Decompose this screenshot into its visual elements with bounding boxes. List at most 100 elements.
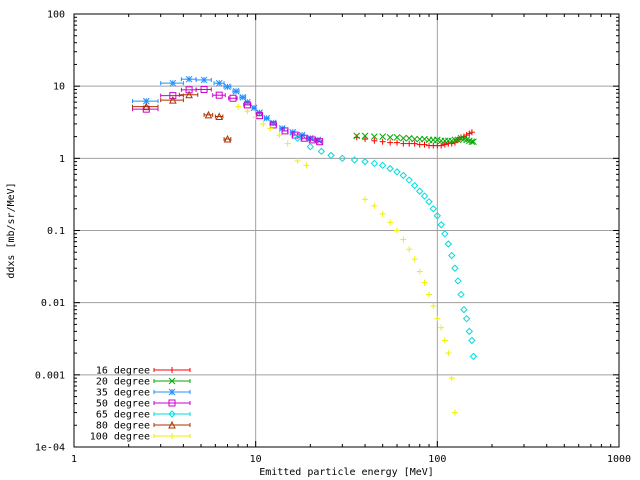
data-point bbox=[235, 103, 242, 110]
data-point bbox=[386, 134, 394, 141]
x-tick-label: 1000 bbox=[607, 454, 631, 465]
data-point bbox=[463, 132, 470, 139]
data-point bbox=[426, 291, 433, 298]
data-point bbox=[421, 141, 428, 148]
data-point bbox=[454, 277, 462, 285]
y-tick-label: 0.001 bbox=[35, 370, 65, 381]
legend-item: 65 degree bbox=[96, 410, 191, 421]
data-point bbox=[387, 219, 394, 226]
data-point bbox=[416, 187, 424, 195]
data-point bbox=[416, 135, 424, 143]
y-tick-label: 1 bbox=[59, 154, 65, 165]
data-point bbox=[269, 121, 277, 129]
data-point bbox=[387, 139, 394, 146]
data-point bbox=[411, 135, 418, 143]
legend-marker bbox=[169, 367, 175, 373]
data-point bbox=[263, 114, 271, 122]
data-point bbox=[411, 140, 418, 147]
data-point bbox=[204, 110, 213, 119]
data-point bbox=[215, 112, 224, 120]
data-point bbox=[444, 240, 453, 248]
data-point bbox=[460, 305, 468, 314]
data-point bbox=[370, 133, 378, 140]
legend-item: 20 degree bbox=[96, 377, 191, 388]
series-layer bbox=[132, 75, 478, 416]
data-point bbox=[441, 337, 448, 344]
data-point bbox=[448, 251, 456, 260]
data-point bbox=[378, 161, 387, 170]
data-point bbox=[169, 92, 177, 100]
grid bbox=[74, 14, 619, 447]
data-point bbox=[317, 147, 326, 156]
data-point bbox=[361, 132, 369, 140]
data-point bbox=[281, 127, 289, 135]
data-point bbox=[393, 134, 401, 141]
y-tick-label: 0.1 bbox=[47, 226, 65, 237]
x-tick-label: 100 bbox=[428, 454, 446, 465]
data-point bbox=[448, 375, 455, 382]
data-point bbox=[394, 227, 401, 234]
data-point bbox=[462, 314, 471, 323]
legend-item: 16 degree bbox=[96, 366, 191, 377]
y-tick-label: 100 bbox=[47, 10, 65, 21]
data-point bbox=[379, 133, 386, 140]
data-point bbox=[267, 125, 274, 132]
data-point bbox=[441, 141, 448, 148]
data-point bbox=[276, 132, 283, 139]
legend-marker bbox=[168, 388, 176, 396]
data-point bbox=[338, 154, 347, 163]
data-point bbox=[293, 134, 302, 142]
legend-marker bbox=[168, 410, 176, 418]
series-100-degree bbox=[235, 103, 458, 416]
data-point bbox=[169, 96, 177, 104]
data-point bbox=[379, 210, 386, 217]
x-tick-label: 1 bbox=[71, 454, 77, 465]
data-point bbox=[370, 159, 379, 168]
data-point bbox=[425, 198, 433, 206]
data-point bbox=[316, 138, 324, 146]
series-20-degree bbox=[353, 132, 477, 146]
data-point bbox=[353, 132, 361, 140]
legend-label: 16 degree bbox=[96, 366, 150, 377]
data-point bbox=[429, 205, 437, 213]
data-point bbox=[405, 176, 413, 184]
data-point bbox=[386, 164, 394, 173]
data-point bbox=[438, 142, 445, 149]
legend-label: 80 degree bbox=[96, 421, 150, 432]
data-point bbox=[250, 104, 258, 112]
data-point bbox=[457, 290, 465, 299]
data-point bbox=[308, 136, 316, 144]
y-tick-label: 1e-04 bbox=[35, 443, 65, 454]
data-point bbox=[371, 202, 378, 209]
data-point bbox=[468, 336, 476, 345]
legend-marker bbox=[168, 399, 176, 407]
series-80-degree bbox=[132, 90, 232, 143]
legend-label: 100 degree bbox=[90, 432, 150, 443]
data-point bbox=[284, 140, 291, 147]
data-point bbox=[361, 157, 369, 166]
y-tick-label: 0.01 bbox=[41, 298, 65, 309]
data-point bbox=[411, 256, 418, 263]
data-point bbox=[224, 83, 231, 91]
data-point bbox=[185, 75, 193, 83]
data-point bbox=[169, 79, 177, 87]
data-point bbox=[468, 129, 475, 136]
data-point bbox=[362, 136, 369, 143]
data-point bbox=[434, 315, 441, 322]
data-point bbox=[260, 120, 267, 127]
series-16-degree bbox=[353, 129, 475, 149]
data-point bbox=[465, 327, 474, 336]
data-point bbox=[421, 279, 428, 286]
data-point bbox=[142, 97, 150, 105]
data-point bbox=[379, 138, 386, 145]
data-point bbox=[410, 181, 419, 190]
y-tick-label: 10 bbox=[53, 82, 65, 93]
data-point bbox=[362, 196, 369, 203]
x-tick-label: 10 bbox=[250, 454, 262, 465]
data-point bbox=[438, 324, 445, 331]
legend-label: 35 degree bbox=[96, 388, 150, 399]
data-point bbox=[437, 221, 445, 229]
data-point bbox=[400, 236, 407, 243]
data-point bbox=[200, 76, 208, 84]
